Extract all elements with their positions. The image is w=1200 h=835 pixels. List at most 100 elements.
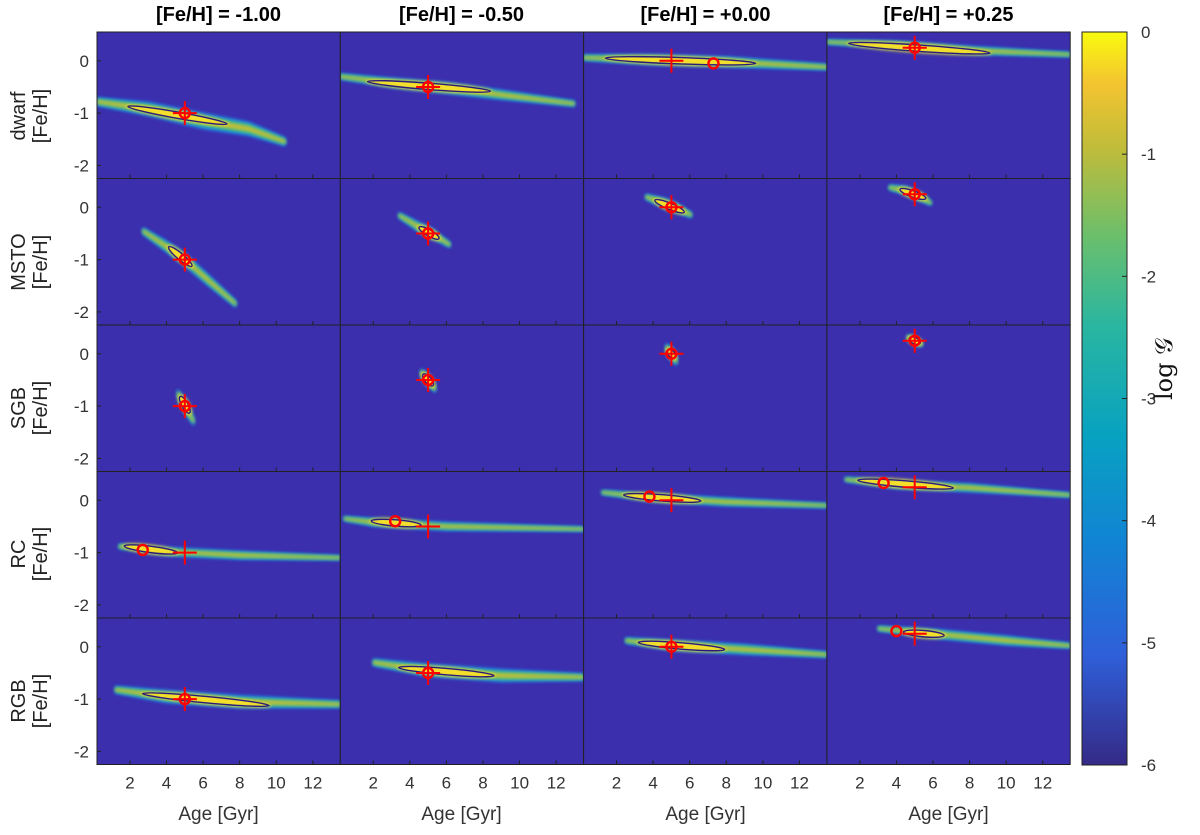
density-high: [601, 491, 827, 507]
panel-background: [583, 32, 827, 179]
mode-marker: [908, 187, 921, 201]
panel-content: [583, 48, 827, 73]
panel-content: [601, 488, 827, 513]
density-peak: [125, 105, 229, 126]
colorbar-tick-label: -3: [1141, 390, 1156, 409]
mode-marker: [178, 106, 192, 120]
mode-marker: [890, 624, 903, 638]
panel-RC-3: [583, 471, 828, 619]
mode-marker: [421, 80, 435, 94]
mode-marker: [665, 640, 678, 653]
panel-dwarf-1: -2 -1 0: [74, 31, 341, 179]
panel-RC-2: [339, 471, 585, 619]
x-tick-label: 12: [303, 774, 322, 793]
x-tick-label: 10: [510, 774, 529, 793]
mode-marker: [908, 41, 921, 54]
column-title-4: [Fe/H] = +0.25: [883, 4, 1014, 26]
panel-background: [340, 325, 584, 472]
panel-content: [97, 97, 286, 147]
x-tick-label: 6: [685, 774, 694, 793]
panel-content: [172, 388, 197, 427]
row-label-msto: MSTO [Fe/H]: [8, 233, 52, 291]
contour-line: [397, 665, 495, 678]
panel-content: [845, 475, 1071, 500]
panel-MSTO-1: -2 -1 0: [74, 178, 341, 326]
contour-line: [421, 373, 435, 387]
column-title-2: [Fe/H] = -0.50: [398, 4, 525, 26]
x-tick-label: 8: [235, 774, 244, 793]
panel-content: [119, 540, 341, 565]
x-tick-label: 6: [198, 774, 207, 793]
panel-content: [659, 341, 684, 367]
panel-content: [902, 328, 927, 353]
panel-content: [878, 621, 1071, 649]
panel-background: [826, 178, 1071, 325]
panel-background: [340, 618, 584, 765]
mode-marker: [421, 373, 435, 387]
colorbar-tick-label: -1: [1141, 145, 1156, 164]
colorbar-tick-label: -6: [1141, 756, 1156, 775]
y-tick-label: -1: [74, 544, 89, 563]
density-high: [344, 517, 584, 530]
y-tick-label: -2: [74, 156, 89, 175]
row-label-sgb: SGB [Fe/H]: [8, 380, 52, 436]
column-title-3: [Fe/H] = +0.00: [640, 4, 771, 26]
x-axis-label-3: Age [Gyr]: [665, 804, 746, 825]
x-tick-label: 4: [405, 774, 414, 793]
panel-SGB-2: [339, 324, 585, 472]
panel-MSTO-4: [826, 178, 1071, 326]
panel-background: [340, 178, 584, 325]
mode-marker: [665, 347, 678, 360]
x-tick-label: 6: [928, 774, 937, 793]
y-tick-label: -1: [74, 690, 89, 709]
panel-SGB-1: -2 -1 0: [74, 324, 341, 472]
y-tick-label: -1: [74, 251, 89, 270]
panel-content: [373, 658, 584, 685]
x-tick-label: 6: [442, 774, 451, 793]
panel-background: [583, 325, 827, 472]
colorbar-tick-label: -4: [1141, 512, 1156, 531]
panel-dwarf-2: [339, 31, 585, 179]
mode-marker: [707, 57, 720, 70]
column-title-1: [Fe/H] = -1.00: [155, 4, 282, 26]
panel-RGB-4: 2 4 6 8 10 12: [826, 617, 1071, 793]
density-high: [119, 545, 341, 559]
y-tick-label: 0: [80, 638, 89, 657]
density-peak: [140, 692, 272, 708]
density-high: [97, 100, 286, 144]
panel-RGB-3: 2 4 6 8 10 12: [583, 617, 828, 793]
mode-marker: [388, 515, 402, 528]
panel-dwarf-3: [583, 31, 828, 179]
x-tick-label: 8: [478, 774, 487, 793]
density-peak: [369, 518, 423, 529]
panel-RGB-1: -2 -1 0 2 4 6 8 10 12: [74, 617, 341, 793]
y-tick-label: -1: [74, 104, 89, 123]
x-axis-label-2: Age [Gyr]: [421, 804, 502, 825]
panel-content: [889, 182, 932, 207]
x-tick-label: 4: [892, 774, 901, 793]
y-tick-label: 0: [80, 345, 89, 364]
row-label-dwarf: dwarf [Fe/H]: [8, 88, 52, 144]
panel-background: [340, 32, 584, 179]
colorbar-label: log 𝒢: [1150, 337, 1178, 400]
mode-marker: [643, 490, 656, 503]
row-label-rc: RC [Fe/H]: [8, 526, 52, 582]
panel-SGB-3: [583, 324, 828, 472]
y-tick-label: -2: [74, 742, 89, 761]
panel-SGB-4: [826, 324, 1071, 472]
y-tick-label: -2: [74, 596, 89, 615]
mode-marker: [908, 334, 921, 347]
panel-content: [645, 193, 692, 220]
panel-background: [583, 178, 827, 325]
density-high: [889, 186, 932, 204]
panel-RC-4: [826, 471, 1071, 619]
x-tick-label: 2: [368, 774, 377, 793]
panel-content: [398, 211, 451, 249]
panel-content: [416, 367, 441, 394]
row-label-rgb: RGB [Fe/H]: [8, 673, 52, 729]
panel-content: [340, 73, 575, 107]
panel-background: [97, 325, 341, 472]
mode-marker: [877, 476, 890, 490]
mode-marker: [178, 692, 192, 706]
